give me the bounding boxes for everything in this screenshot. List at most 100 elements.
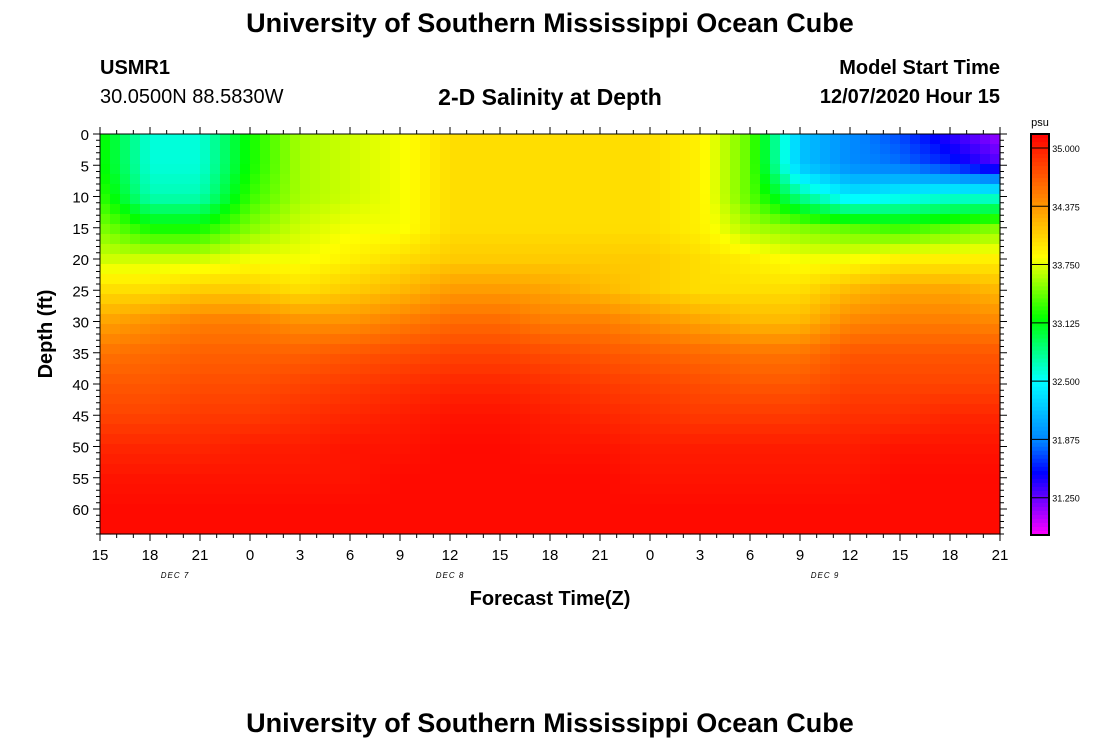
heatmap-cell [310, 424, 321, 435]
heatmap-cell [190, 144, 201, 155]
heatmap-cell [110, 324, 121, 335]
heatmap-cell [630, 424, 641, 435]
heatmap-cell [730, 294, 741, 305]
heatmap-cell [170, 334, 181, 345]
heatmap-cell [160, 344, 171, 355]
heatmap-cell [160, 334, 171, 345]
heatmap-cell [650, 194, 661, 205]
heatmap-cell [320, 264, 331, 275]
heatmap-cell [990, 254, 1001, 265]
heatmap-cell [700, 214, 711, 225]
heatmap-cell [900, 244, 911, 255]
heatmap-cell [500, 354, 511, 365]
heatmap-cell [160, 404, 171, 415]
heatmap-cell [200, 334, 211, 345]
heatmap-cell [990, 474, 1001, 485]
heatmap-cell [140, 154, 151, 165]
heatmap-cell [820, 474, 831, 485]
heatmap-cell [830, 294, 841, 305]
heatmap-cell [750, 154, 761, 165]
heatmap-cell [490, 194, 501, 205]
heatmap-cell [550, 264, 561, 275]
heatmap-cell [110, 444, 121, 455]
heatmap-cell [730, 394, 741, 405]
heatmap-cell [310, 144, 321, 155]
colorbar-segment [1031, 462, 1049, 468]
heatmap-cell [480, 384, 491, 395]
heatmap-cell [500, 334, 511, 345]
heatmap-cell [220, 424, 231, 435]
heatmap-cell [130, 404, 141, 415]
heatmap-cell [800, 524, 811, 535]
heatmap-cell [290, 224, 301, 235]
heatmap-cell [780, 224, 791, 235]
heatmap-cell [210, 284, 221, 295]
heatmap-cell [620, 384, 631, 395]
heatmap-cell [400, 354, 411, 365]
heatmap-cell [150, 374, 161, 385]
heatmap-cell [960, 164, 971, 175]
heatmap-cell [630, 404, 641, 415]
heatmap-cell [800, 504, 811, 515]
heatmap-cell [610, 224, 621, 235]
heatmap-cell [340, 494, 351, 505]
heatmap-cell [200, 464, 211, 475]
heatmap-cell [350, 254, 361, 265]
heatmap-cell [170, 494, 181, 505]
heatmap-cell [300, 444, 311, 455]
colorbar-segment [1031, 398, 1049, 404]
heatmap-cell [580, 414, 591, 425]
heatmap-cell [730, 484, 741, 495]
heatmap-cell [650, 184, 661, 195]
heatmap-cell [630, 174, 641, 185]
heatmap-cell [610, 164, 621, 175]
heatmap-cell [110, 144, 121, 155]
heatmap-cell [840, 184, 851, 195]
heatmap-cell [720, 444, 731, 455]
heatmap-cell [370, 404, 381, 415]
heatmap-cell [990, 314, 1001, 325]
heatmap-cell [570, 254, 581, 265]
heatmap-cell [310, 524, 321, 535]
heatmap-cell [920, 404, 931, 415]
heatmap-cell [730, 214, 741, 225]
heatmap-cell [470, 454, 481, 465]
heatmap-cell [810, 414, 821, 425]
heatmap-cell [430, 324, 441, 335]
heatmap-cell [170, 184, 181, 195]
heatmap-cell [420, 144, 431, 155]
heatmap-cell [600, 394, 611, 405]
heatmap-cell [850, 204, 861, 215]
heatmap-cell [920, 414, 931, 425]
heatmap-cell [880, 374, 891, 385]
heatmap-cell [530, 244, 541, 255]
colorbar-segment [1031, 350, 1049, 356]
heatmap-cell [750, 304, 761, 315]
heatmap-cell [860, 524, 871, 535]
heatmap-cell [850, 144, 861, 155]
heatmap-cell [410, 174, 421, 185]
heatmap-cell [550, 284, 561, 295]
heatmap-cell [370, 464, 381, 475]
heatmap-cell [890, 504, 901, 515]
heatmap-cell [160, 264, 171, 275]
heatmap-cell [190, 364, 201, 375]
heatmap-cell [570, 314, 581, 325]
heatmap-cell [800, 284, 811, 295]
heatmap-cell [950, 134, 961, 145]
heatmap-cell [690, 404, 701, 415]
heatmap-cell [150, 164, 161, 175]
heatmap-cell [900, 374, 911, 385]
heatmap-cell [990, 284, 1001, 295]
heatmap-cell [630, 254, 641, 265]
y-tick-label: 0 [81, 127, 89, 144]
heatmap-cell [580, 524, 591, 535]
heatmap-cell [530, 494, 541, 505]
heatmap-cell [210, 344, 221, 355]
heatmap-cell [610, 134, 621, 145]
heatmap-cell [330, 374, 341, 385]
heatmap-cell [110, 404, 121, 415]
heatmap-cell [220, 334, 231, 345]
heatmap-cell [320, 424, 331, 435]
heatmap-cell [290, 174, 301, 185]
